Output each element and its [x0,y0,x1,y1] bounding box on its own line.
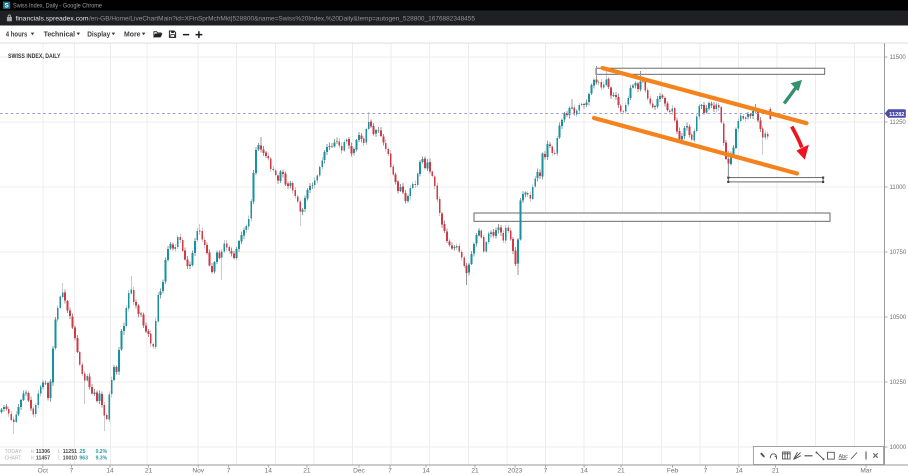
svg-text:14: 14 [580,468,588,475]
svg-text:10250: 10250 [890,380,907,386]
svg-text:11251: 11251 [63,449,77,455]
svg-text:Nov: Nov [192,468,204,475]
svg-text:S: S [4,2,9,9]
svg-text:14: 14 [265,468,273,475]
svg-text:Swiss Index, Daily - Google Ch: Swiss Index, Daily - Google Chrome [13,3,102,10]
svg-text:11250: 11250 [890,120,907,126]
svg-text:21: 21 [303,468,311,475]
svg-text:H:: H: [31,456,35,462]
svg-text:7: 7 [544,468,548,475]
svg-text:11306: 11306 [36,449,50,455]
svg-text:CHART:: CHART: [5,456,23,462]
svg-text:H:: H: [31,449,35,455]
svg-text:14: 14 [106,468,114,475]
svg-text:0.2%: 0.2% [96,449,108,455]
svg-text:21: 21 [772,468,780,475]
svg-text:2023: 2023 [508,468,523,475]
svg-text:7: 7 [704,468,708,475]
svg-text:11282: 11282 [889,112,904,118]
svg-text:21: 21 [145,468,153,475]
svg-text:11457: 11457 [36,456,50,462]
svg-text:21: 21 [471,468,479,475]
svg-text:4 hours: 4 hours [6,32,28,39]
svg-text:9.3%: 9.3% [96,456,108,462]
svg-text:25: 25 [79,449,85,455]
svg-text:Feb: Feb [667,468,679,475]
svg-text:TODAY:: TODAY: [5,449,23,455]
svg-text:Display: Display [87,32,110,39]
svg-text:963: 963 [79,456,88,462]
svg-text:Abc: Abc [839,454,849,460]
svg-text:7: 7 [70,468,74,475]
svg-text:14: 14 [422,468,430,475]
svg-text:10750: 10750 [890,250,907,256]
svg-text:10500: 10500 [890,315,907,321]
svg-text:financials.spreadex.com: financials.spreadex.com [16,15,90,22]
svg-text:11000: 11000 [890,185,907,191]
svg-text:/en-GB/Home/LiveChartMain?id=X: /en-GB/Home/LiveChartMain?id=XFinSprMchM… [89,15,475,22]
svg-text:SWISS INDEX, DAILY: SWISS INDEX, DAILY [8,53,61,60]
svg-text:14: 14 [735,468,743,475]
svg-text:21: 21 [617,468,625,475]
svg-text:11500: 11500 [890,55,907,61]
svg-text:7: 7 [388,468,392,475]
svg-text:Oct: Oct [38,468,48,475]
svg-text:7: 7 [227,468,231,475]
svg-text:10000: 10000 [890,445,907,451]
svg-text:Mar: Mar [860,468,872,475]
svg-text:Dec: Dec [353,468,365,475]
svg-text:10010: 10010 [63,456,77,462]
svg-text:More: More [124,32,141,39]
svg-text:Technical: Technical [44,32,76,39]
svg-text:L:: L: [58,449,62,455]
svg-text:L:: L: [58,456,62,462]
